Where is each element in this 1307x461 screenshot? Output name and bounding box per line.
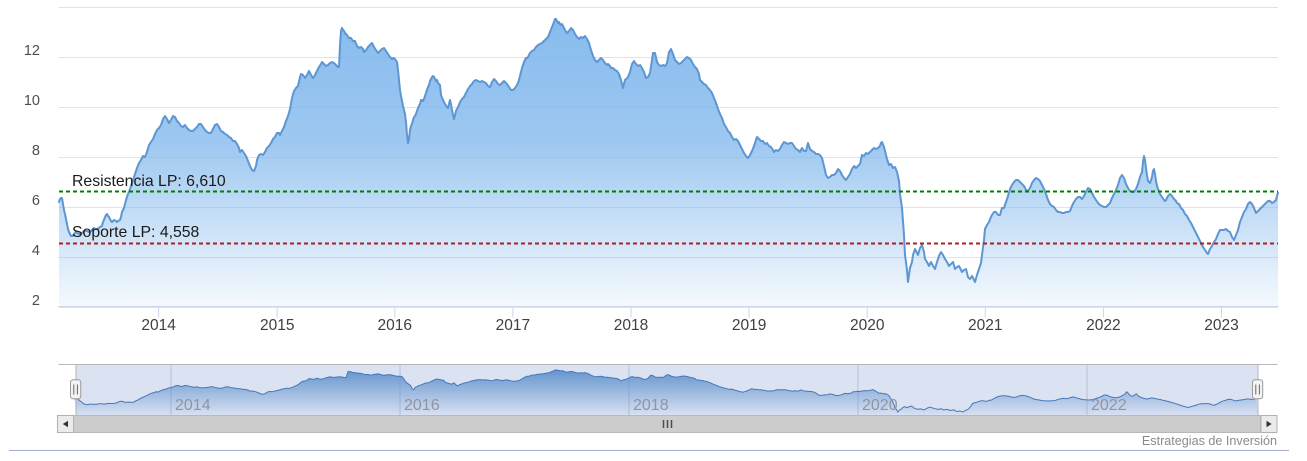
svg-text:2019: 2019 [732, 317, 766, 334]
svg-text:12: 12 [24, 43, 40, 59]
svg-text:2018: 2018 [633, 397, 669, 414]
svg-text:2016: 2016 [404, 397, 440, 414]
svg-text:2015: 2015 [260, 317, 294, 334]
svg-text:2020: 2020 [850, 317, 885, 334]
svg-text:Soporte LP: 4,558: Soporte LP: 4,558 [72, 224, 200, 241]
svg-text:8: 8 [32, 143, 40, 159]
svg-text:2020: 2020 [862, 397, 898, 414]
svg-text:2022: 2022 [1091, 397, 1127, 414]
svg-text:2018: 2018 [614, 317, 648, 334]
svg-text:2014: 2014 [175, 397, 211, 414]
svg-text:10: 10 [24, 93, 40, 109]
svg-text:6: 6 [32, 193, 40, 209]
svg-text:Resistencia LP: 6,610: Resistencia LP: 6,610 [72, 173, 226, 190]
svg-text:2023: 2023 [1204, 317, 1238, 334]
svg-text:4: 4 [32, 243, 40, 259]
svg-text:2017: 2017 [496, 317, 530, 334]
svg-text:2: 2 [32, 293, 40, 309]
svg-text:2021: 2021 [968, 317, 1002, 334]
svg-text:Estrategias de Inversión: Estrategias de Inversión [1142, 434, 1277, 448]
svg-text:2014: 2014 [141, 317, 176, 334]
svg-text:2016: 2016 [378, 317, 412, 334]
svg-text:2022: 2022 [1086, 317, 1120, 334]
